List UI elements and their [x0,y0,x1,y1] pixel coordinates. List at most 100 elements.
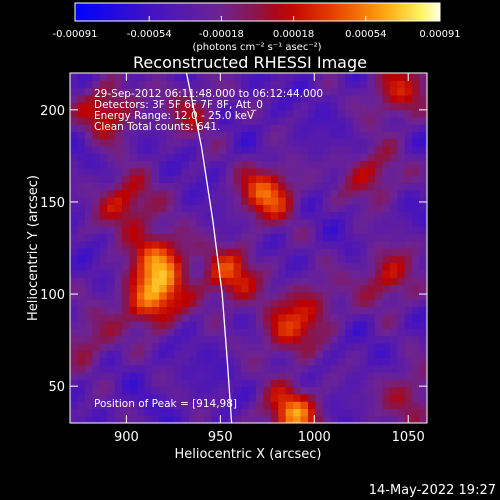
heatmap-cell [181,306,190,315]
heatmap-cell [129,138,138,147]
heatmap-cell [330,211,339,220]
heatmap-cell [367,364,376,373]
heatmap-cell [352,350,361,358]
heatmap-cell [181,94,190,103]
heatmap-cell [389,277,398,286]
heatmap-cell [122,87,131,96]
heatmap-cell [196,131,205,140]
heatmap-cell [241,328,250,337]
heatmap-cell [107,233,116,242]
heatmap-cell [397,328,406,337]
heatmap-cell [181,218,190,227]
heatmap-cell [233,255,242,264]
heatmap-cell [397,320,406,329]
heatmap-cell [285,408,294,417]
heatmap-cell [255,218,264,227]
heatmap-cell [315,116,324,125]
heatmap-cell [77,269,86,278]
heatmap-cell [122,189,131,198]
heatmap-cell [293,401,302,410]
heatmap-cell [419,240,427,249]
heatmap-cell [107,320,116,329]
heatmap-cell [255,393,264,402]
heatmap-cell [233,262,242,271]
heatmap-cell [278,153,287,162]
heatmap-cell [174,160,183,169]
heatmap-cell [84,240,93,249]
heatmap-cell [114,94,123,103]
heatmap-cell [166,262,175,271]
heatmap-cell [330,371,339,380]
heatmap-cell [270,145,279,154]
heatmap-cell [389,94,398,103]
heatmap-cell [174,87,183,96]
heatmap-cell [107,160,116,169]
heatmap-cell [285,160,294,169]
heatmap-cell [367,189,376,198]
heatmap-cell [99,240,108,249]
heatmap-cell [248,269,257,278]
heatmap-cell [322,291,331,300]
heatmap-cell [99,328,108,337]
heatmap-cell [360,124,369,132]
heatmap-cell [136,87,145,96]
heatmap-cell [159,233,168,242]
heatmap-cell [389,211,398,220]
heatmap-cell [181,204,190,213]
heatmap-cell [196,109,205,118]
heatmap-cell [345,277,354,286]
heatmap-cell [241,218,250,227]
heatmap-cell [241,255,250,264]
heatmap-cell [226,306,235,315]
heatmap-cell [330,313,339,322]
heatmap-cell [107,284,116,293]
heatmap-cell [196,153,205,162]
heatmap-cell [352,116,361,125]
heatmap-cell [233,328,242,337]
heatmap-cell [189,233,198,242]
heatmap-cell [308,145,317,154]
heatmap-cell [203,401,212,410]
heatmap-cell [419,124,427,132]
heatmap-cell [122,393,131,402]
heatmap-cell [308,408,317,417]
heatmap-cell [397,364,406,373]
heatmap-cell [99,364,108,373]
heatmap-cell [70,401,79,410]
heatmap-cell [211,189,220,198]
heatmap-cell [293,284,302,293]
heatmap-cell [226,167,235,176]
heatmap-cell [285,269,294,278]
heatmap-cell [241,269,250,278]
heatmap-cell [367,226,376,235]
heatmap-cell [196,262,205,271]
heatmap-cell [144,415,153,423]
heatmap-cell [315,124,324,132]
heatmap-cell [352,379,361,388]
heatmap-cell [129,167,138,176]
heatmap-cell [77,116,86,125]
heatmap-cell [248,182,257,191]
heatmap-cell [270,415,279,423]
heatmap-cell [270,160,279,169]
heatmap-cell [367,306,376,315]
heatmap-cell [330,357,339,366]
heatmap-cell [345,240,354,249]
heatmap-cell [241,335,250,344]
heatmap-cell [114,284,123,293]
heatmap-cell [389,335,398,344]
heatmap-cell [114,350,123,358]
heatmap-cell [374,226,383,235]
heatmap-cell [211,393,220,402]
heatmap-cell [129,335,138,344]
heatmap-cell [122,262,131,271]
heatmap-cell [278,364,287,373]
heatmap-cell [218,175,227,183]
heatmap-cell [382,393,391,402]
heatmap-cell [233,226,242,235]
heatmap-cell [159,284,168,293]
heatmap-cell [419,408,427,417]
heatmap-cell [315,328,324,337]
heatmap-cell [196,196,205,205]
heatmap-cell [285,248,294,256]
